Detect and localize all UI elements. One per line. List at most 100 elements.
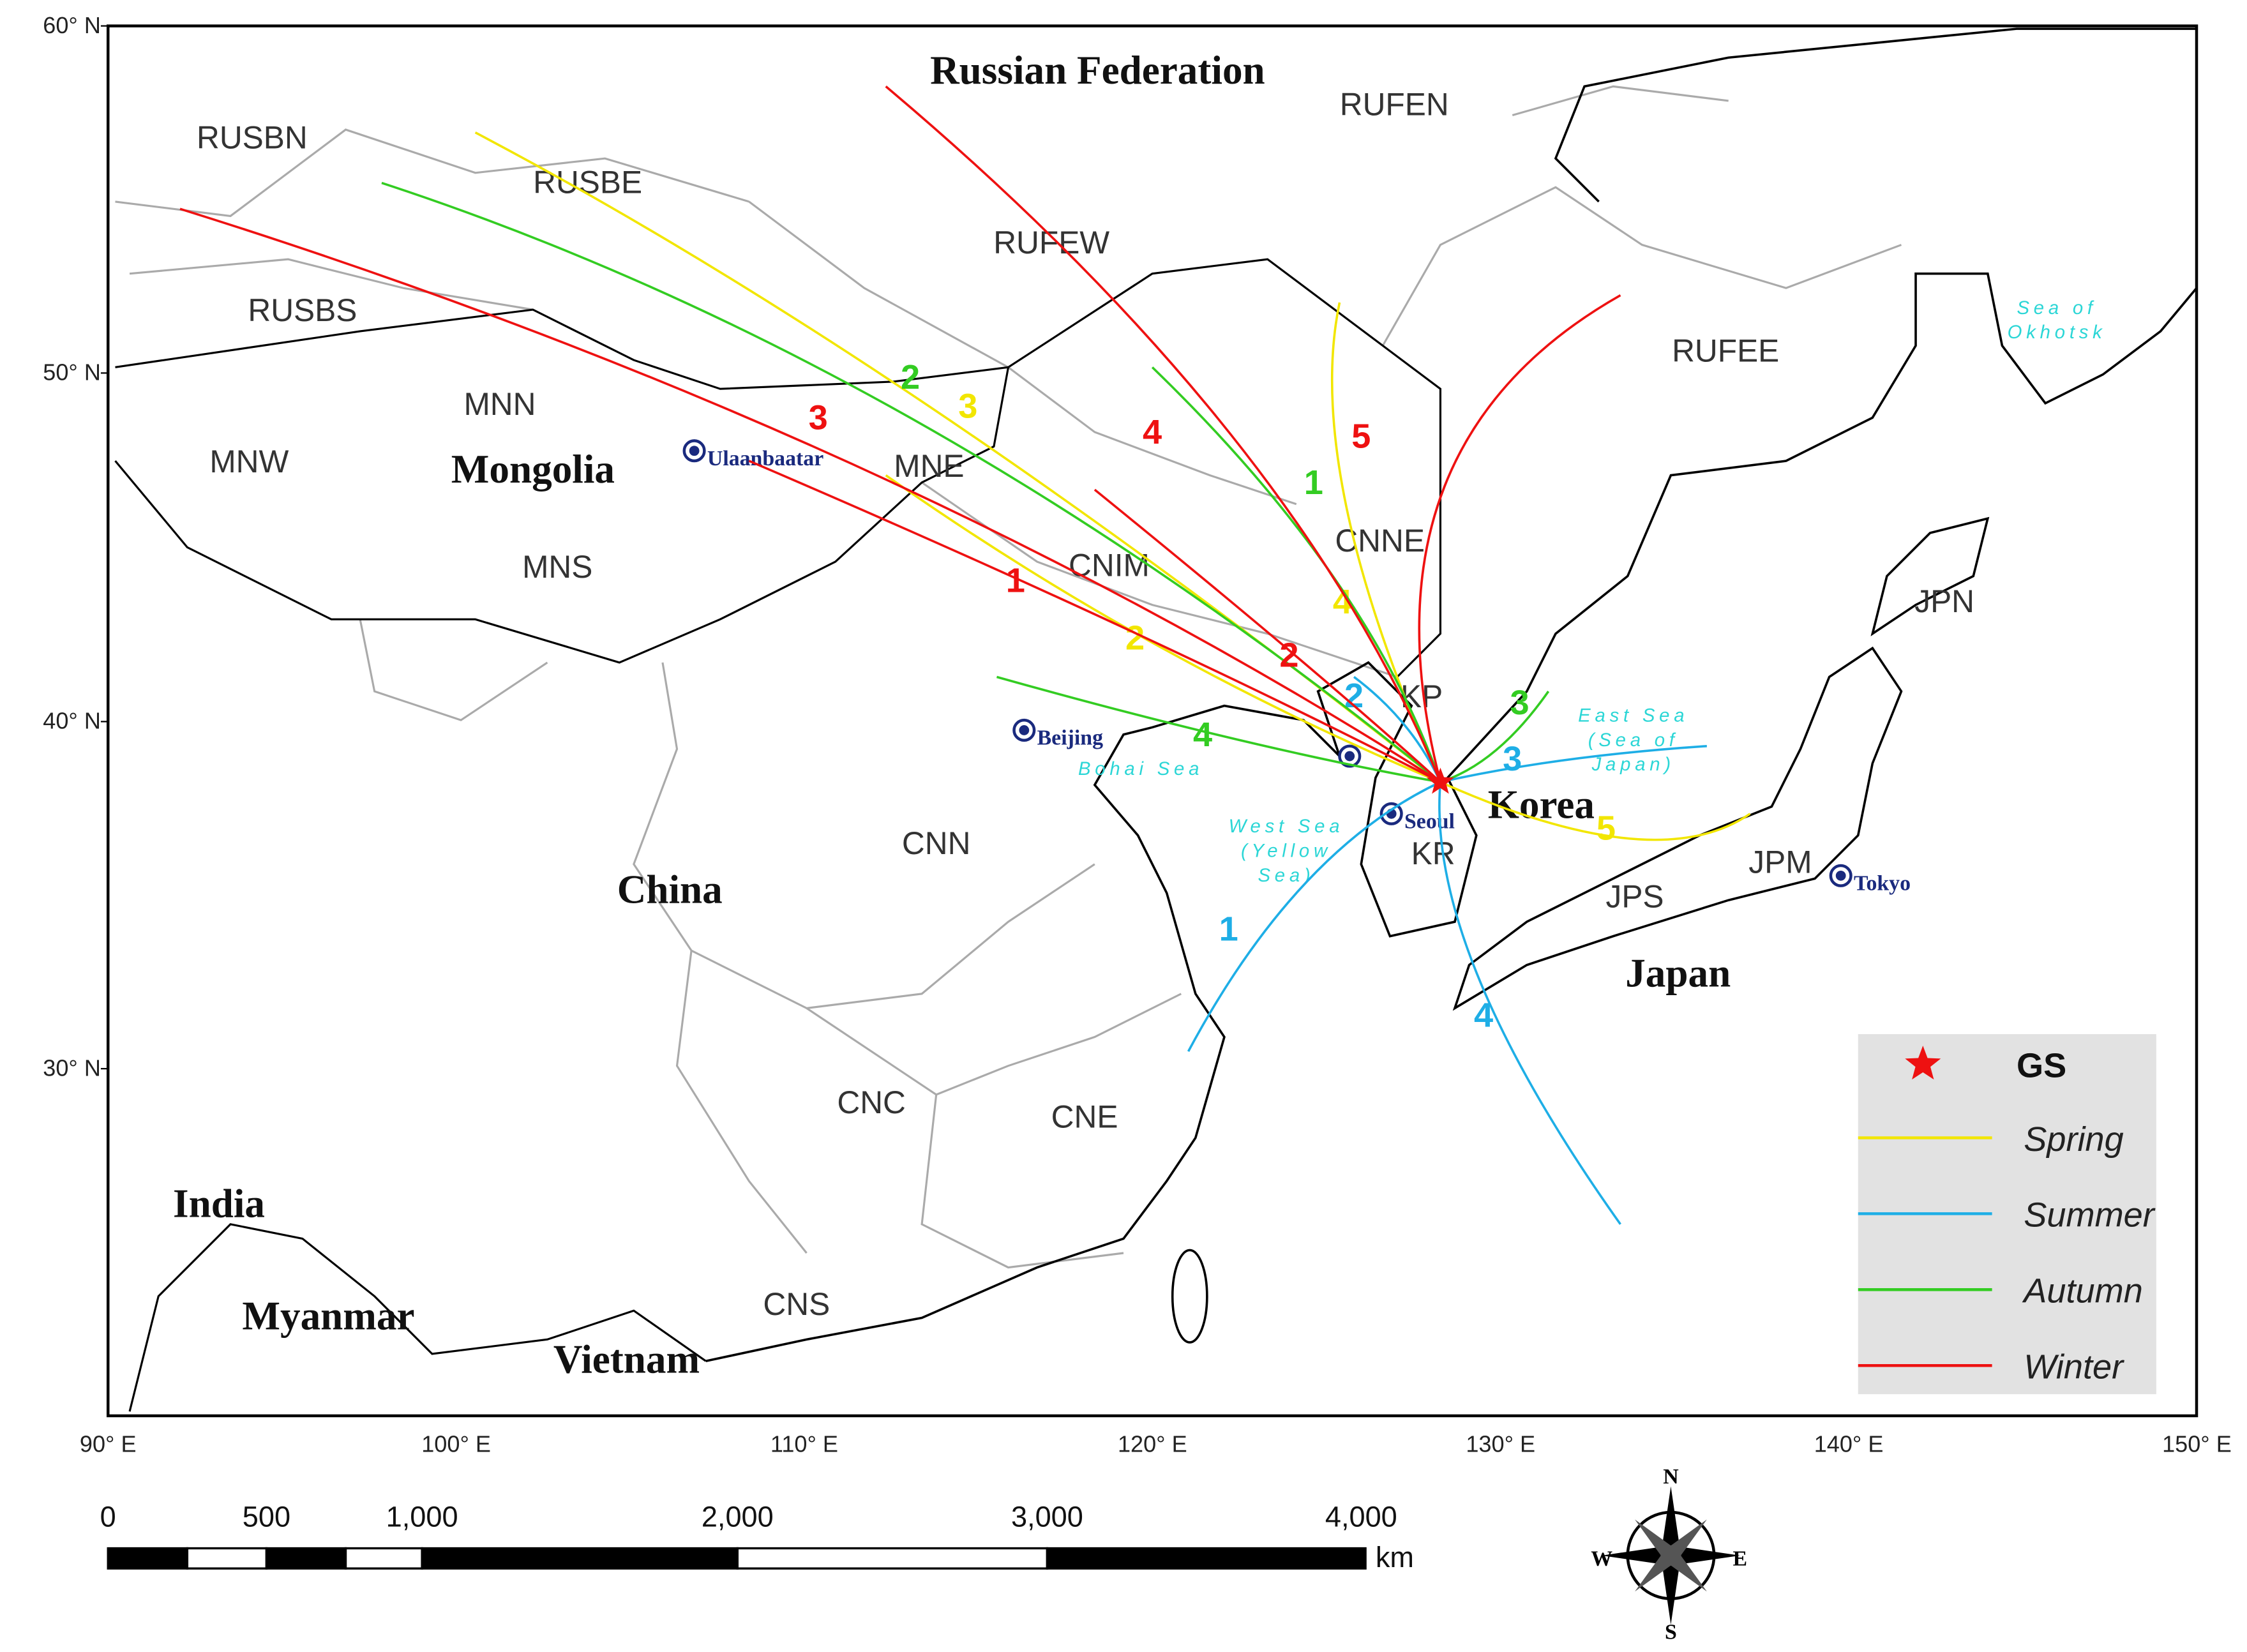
trajectory bbox=[996, 675, 1441, 783]
sea-label: (Yellow bbox=[1241, 841, 1332, 862]
sea-label: East Sea bbox=[1578, 705, 1688, 726]
legend-site-label: GS bbox=[2017, 1047, 2066, 1085]
region-label: RUFEW bbox=[993, 225, 1109, 260]
scale-segment bbox=[1046, 1547, 1367, 1570]
country-label: Russian Federation bbox=[930, 48, 1265, 93]
compass-star-diagonal bbox=[1635, 1519, 1707, 1592]
region-label: JPM bbox=[1748, 844, 1812, 880]
japan-coast bbox=[1452, 516, 1990, 1011]
scale-label: 2,000 bbox=[702, 1501, 774, 1533]
lon-label: 130° E bbox=[1466, 1430, 1535, 1457]
region-label: KR bbox=[1411, 836, 1455, 871]
province-borders bbox=[115, 85, 1902, 1269]
city-label: Seoul bbox=[1404, 809, 1455, 833]
region-label: RUFEN bbox=[1340, 87, 1449, 123]
trajectory bbox=[1418, 294, 1621, 783]
lon-label: 140° E bbox=[1814, 1430, 1884, 1457]
scale-label: 1,000 bbox=[386, 1501, 458, 1533]
country-label: Japan bbox=[1625, 951, 1731, 996]
trajectory bbox=[885, 474, 1441, 783]
mainland-coast bbox=[705, 27, 2198, 1362]
region-label: RUSBS bbox=[248, 292, 357, 328]
taiwan-coast bbox=[1171, 1249, 1208, 1344]
trajectory-label: 4 bbox=[1193, 716, 1212, 754]
trajectory-label: 2 bbox=[1279, 636, 1298, 675]
city-label: Tokyo bbox=[1854, 871, 1911, 895]
compass-letter: E bbox=[1732, 1547, 1747, 1571]
trajectory-label: 4 bbox=[1143, 413, 1162, 451]
city-label: Ulaanbaatar bbox=[707, 447, 823, 470]
country-label: Mongolia bbox=[451, 447, 615, 492]
city-dot bbox=[1344, 751, 1355, 762]
trajectory-label: 4 bbox=[1474, 996, 1493, 1035]
region-label: MNN bbox=[463, 386, 536, 422]
city-label: Beijing bbox=[1037, 726, 1103, 750]
scale-segment bbox=[107, 1547, 189, 1570]
region-label: CNS bbox=[763, 1286, 830, 1322]
site-marker bbox=[1426, 767, 1454, 794]
lat-label: 50° N bbox=[43, 359, 101, 386]
sea-label: Japan) bbox=[1591, 754, 1675, 775]
region-label: CNNE bbox=[1335, 523, 1425, 559]
region-label: JPS bbox=[1606, 878, 1664, 914]
sea-label: Sea of bbox=[2017, 297, 2096, 319]
region-label: RUFEE bbox=[1672, 333, 1779, 368]
trajectory-label: 5 bbox=[1597, 809, 1616, 847]
compass-star bbox=[1602, 1486, 1740, 1625]
trajectory bbox=[1440, 744, 1707, 783]
trajectory-label: 5 bbox=[1351, 417, 1371, 456]
scale-segment bbox=[344, 1547, 423, 1570]
trajectory bbox=[885, 85, 1442, 783]
scale-label: 3,000 bbox=[1011, 1501, 1083, 1533]
region-label: MNE bbox=[894, 448, 964, 484]
scale-label: 500 bbox=[243, 1501, 290, 1533]
scale-label: 4,000 bbox=[1325, 1501, 1397, 1533]
lat-label: 60° N bbox=[43, 12, 101, 38]
legend-label: Summer bbox=[2024, 1196, 2156, 1235]
trajectory-label: 2 bbox=[1125, 619, 1145, 657]
trajectory-label: 1 bbox=[1304, 463, 1323, 502]
trajectory bbox=[381, 181, 1441, 783]
trajectory bbox=[1353, 676, 1442, 783]
trajectory bbox=[1439, 690, 1550, 783]
sea-label: Bohai Sea bbox=[1078, 758, 1203, 779]
trajectory-label: 2 bbox=[901, 358, 920, 396]
legend-label: Spring bbox=[2024, 1120, 2124, 1159]
region-label: RUSBN bbox=[197, 119, 308, 155]
lat-label: 40° N bbox=[43, 708, 101, 734]
region-label: MNS bbox=[522, 549, 592, 585]
trajectory bbox=[1093, 488, 1441, 783]
lon-label: 90° E bbox=[80, 1430, 137, 1457]
sea-label: Okhotsk bbox=[2008, 322, 2107, 343]
country-label: India bbox=[173, 1182, 265, 1226]
lon-label: 150° E bbox=[2162, 1430, 2232, 1457]
trajectory bbox=[1438, 782, 1621, 1225]
lat-label: 30° N bbox=[43, 1055, 101, 1081]
scale-segment bbox=[265, 1547, 347, 1570]
trajectory bbox=[1439, 781, 1751, 841]
trajectory-label: 3 bbox=[1510, 684, 1529, 722]
lon-label: 120° E bbox=[1118, 1430, 1187, 1457]
trajectory-label: 3 bbox=[809, 398, 828, 437]
legend-label: Winter bbox=[2024, 1348, 2124, 1386]
scale-segment bbox=[421, 1547, 739, 1570]
region-label: MNW bbox=[209, 444, 289, 479]
trajectory-label: 3 bbox=[958, 387, 977, 425]
city-dot bbox=[1019, 725, 1030, 735]
scale-segment bbox=[736, 1547, 1049, 1570]
sea-label: West Sea bbox=[1229, 816, 1344, 837]
country-borders bbox=[114, 258, 1441, 1412]
compass-letter: W bbox=[1591, 1547, 1612, 1571]
scale-label: 0 bbox=[100, 1501, 116, 1533]
trajectory bbox=[748, 460, 1441, 783]
sea-label: (Sea of bbox=[1588, 730, 1679, 751]
lon-label: 110° E bbox=[770, 1430, 838, 1457]
country-label: Vietnam bbox=[553, 1337, 700, 1381]
compass-letter: N bbox=[1663, 1465, 1678, 1489]
region-label: CNC bbox=[837, 1085, 906, 1120]
trajectory bbox=[1187, 781, 1441, 1052]
region-label: CNE bbox=[1051, 1099, 1118, 1135]
compass-rose: N S E W bbox=[1591, 1465, 1747, 1644]
